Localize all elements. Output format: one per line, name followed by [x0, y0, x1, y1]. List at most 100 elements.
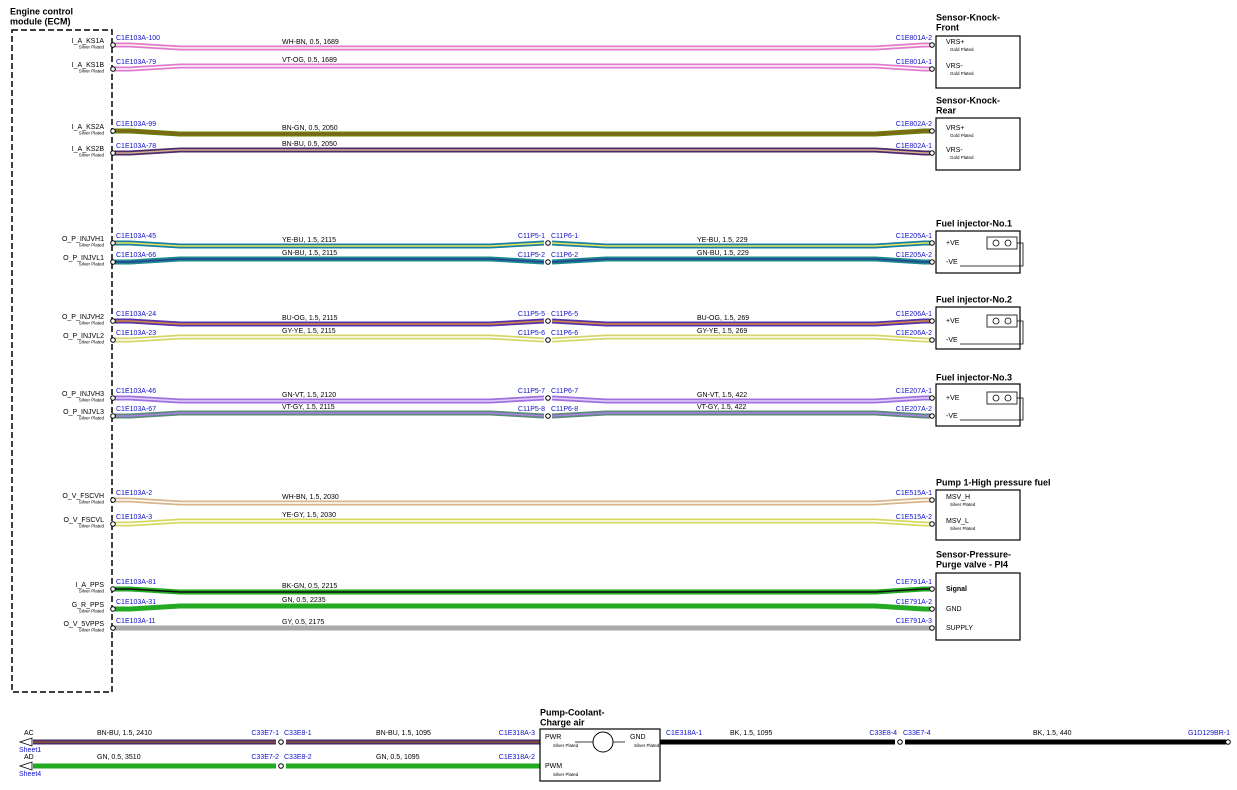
wire-label: GY, 0.5, 2175: [282, 619, 324, 626]
device-pin-name: VRS-: [946, 147, 963, 154]
connector-pin: [929, 42, 935, 48]
device-pin-name: +VE: [946, 318, 960, 325]
connector-pin: [110, 318, 116, 324]
ecm-pin-plating: Silver Plated: [79, 131, 105, 136]
injector-terminal: [992, 317, 1000, 325]
sheet-link: Sheet1: [19, 747, 41, 754]
splice-pin: [545, 337, 551, 343]
connector-label: C1E802A-2: [896, 121, 932, 128]
connector-pin: [929, 625, 935, 631]
ecm-pin-name: I_A_PPS: [76, 582, 105, 589]
off-sheet-arrow: [18, 737, 33, 747]
device-title: Sensor-Knock-: [936, 12, 1000, 22]
ecm-pin-plating: Silver Plated: [79, 153, 105, 158]
device-title: Purge valve - PI4: [936, 559, 1008, 569]
connector-label: C1E103A-81: [116, 579, 156, 586]
splice-label: C33E7-2: [251, 754, 279, 761]
connector-label: C1E103A-45: [116, 233, 156, 240]
device-pin-name: +VE: [946, 240, 960, 247]
device-title: Sensor-Knock-: [936, 95, 1000, 105]
connector-label: C1E801A-2: [896, 35, 932, 42]
wire-label: BN-GN, 0.5, 2050: [282, 125, 338, 132]
connector-label: C1E103A-46: [116, 388, 156, 395]
ecm-pin-name: I_A_KS1A: [72, 38, 105, 45]
connector-label: C1E515A-2: [896, 514, 932, 521]
connector-label: C1E103A-23: [116, 330, 156, 337]
splice-label: C11P6-5: [551, 311, 578, 318]
wire-stripe: [551, 258, 930, 263]
wire-label: GN, 0.5, 1095: [376, 754, 420, 761]
splice-label: C11P6-1: [551, 233, 578, 240]
connector-pin: [110, 259, 116, 265]
device-pin-plating: Silver Plated: [950, 526, 976, 531]
injector-link: [960, 242, 1024, 267]
device-pin-name: VRS-: [946, 63, 963, 70]
device-title: Front: [936, 22, 959, 32]
wire-stripe: [115, 412, 545, 417]
connector-label: C1E205A-2: [896, 252, 932, 259]
connector-label: C1E205A-1: [896, 233, 932, 240]
connector-label: C1E103A-100: [116, 35, 160, 42]
ecm-pin-plating: Silver Plated: [79, 45, 105, 50]
wire-stripe: [115, 588, 930, 593]
splice-pin: [545, 259, 551, 265]
splice-label: C11P6-2: [551, 252, 578, 259]
wire-label: BU-OG, 1.5, 269: [697, 315, 749, 322]
wire-label: YE-BU, 1.5, 2115: [282, 237, 336, 244]
connector-pin: [929, 395, 935, 401]
connector-pin: [929, 337, 935, 343]
wire-label: GN-BU, 1.5, 229: [697, 250, 749, 257]
connector-label: C1E103A-67: [116, 406, 156, 413]
connector-pin: [110, 240, 116, 246]
ecm-pin-name: O_P_INJVH1: [62, 236, 104, 243]
ecm-pin-name: I_A_KS1B: [72, 62, 105, 69]
injector-terminal: [1004, 394, 1012, 402]
device-pin-name: Signal: [946, 586, 967, 593]
device-title: Fuel injector-No.2: [936, 294, 1012, 304]
ecm-pin-name: O_P_INJVH3: [62, 391, 104, 398]
device-pin-plating: Gold Plated: [950, 155, 974, 160]
ecm-pin-plating: Silver Plated: [79, 340, 105, 345]
connector-pin: [929, 128, 935, 134]
wire-stripe: [115, 242, 545, 247]
device-pin-name: SUPPLY: [946, 625, 973, 632]
injector-link: [960, 397, 1024, 421]
ecm-pin-name: O_P_INJVL1: [63, 255, 104, 262]
wire-stripe: [115, 499, 930, 504]
splice-pin: [545, 395, 551, 401]
connector-label: C1E207A-2: [896, 406, 932, 413]
wire-label: GN-BU, 1.5, 2115: [282, 250, 337, 257]
device-pin-name: -VE: [946, 413, 958, 420]
wire-label: BN-BU, 1.5, 1095: [376, 730, 431, 737]
wire-label: GN, 0.5, 3510: [97, 754, 141, 761]
splice-label: C33E8-2: [284, 754, 312, 761]
injector-symbol: [986, 236, 1018, 250]
wire-label: BN-BU, 0.5, 2050: [282, 141, 337, 148]
device-box: [935, 117, 1021, 171]
splice-label: C11P5-7: [518, 388, 545, 395]
device-pin-plating: Silver Plated: [553, 743, 579, 748]
connector-pin: [110, 625, 116, 631]
splice-label: C11P6-6: [551, 330, 578, 337]
wire-label: BU-OG, 1.5, 2115: [282, 315, 338, 322]
connector-pin: [929, 259, 935, 265]
motor-symbol: [592, 731, 614, 753]
ecm-pin-name: O_V_5VPPS: [64, 621, 105, 628]
connector-label: C1E318A-1: [666, 730, 702, 737]
ecm-pin-name: G_R_PPS: [72, 602, 105, 609]
splice-label: C11P5-2: [518, 252, 545, 259]
connector-label: C1E103A-11: [116, 618, 156, 625]
ecm-pin-name: O_V_FSCVH: [62, 493, 104, 500]
device-box: [539, 728, 661, 782]
wire-stripe: [551, 242, 930, 247]
connector-label: C1E318A-3: [499, 730, 535, 737]
wire-stripe: [115, 336, 545, 341]
ecm-pin-name: O_V_FSCVL: [64, 517, 105, 524]
wire-stripe: [115, 397, 545, 402]
injector-terminal: [1004, 317, 1012, 325]
connector-label: C1E207A-1: [896, 388, 932, 395]
device-title: Fuel injector-No.1: [936, 218, 1012, 228]
sheet-ref: AD: [24, 754, 34, 761]
ecm-title: Engine control: [10, 6, 73, 16]
device-title: Sensor-Pressure-: [936, 549, 1011, 559]
